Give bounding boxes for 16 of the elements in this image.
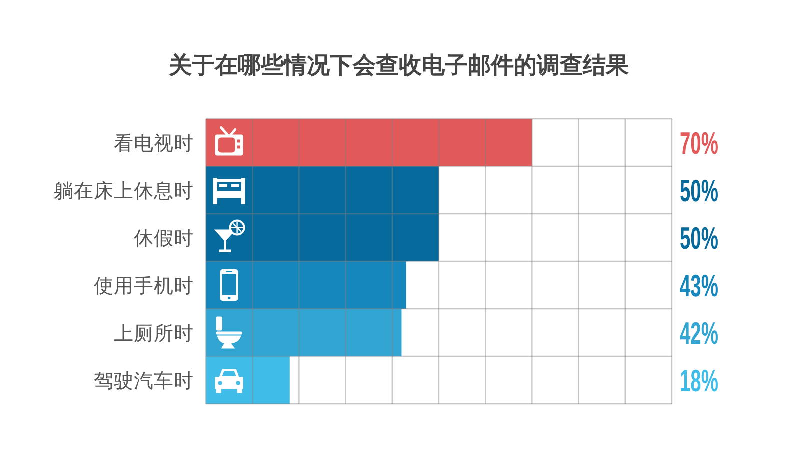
data-label: 50% bbox=[680, 222, 719, 256]
y-tick-label: 上厕所时 bbox=[114, 322, 194, 345]
chart-title: 关于在哪些情况下会查收电子邮件的调查结果 bbox=[168, 53, 629, 79]
y-tick-label: 看电视时 bbox=[114, 132, 194, 155]
data-label: 70% bbox=[680, 127, 719, 161]
y-tick-label: 驾驶汽车时 bbox=[94, 369, 194, 392]
y-tick-label: 休假时 bbox=[134, 226, 194, 250]
bar bbox=[206, 309, 402, 356]
y-tick-label: 躺在床上休息时 bbox=[54, 179, 194, 202]
bar bbox=[206, 119, 532, 166]
data-label: 43% bbox=[680, 270, 719, 304]
y-tick-label: 使用手机时 bbox=[94, 274, 194, 298]
data-label: 18% bbox=[680, 364, 719, 398]
data-label: 42% bbox=[680, 317, 719, 351]
data-label: 50% bbox=[680, 174, 719, 208]
bar bbox=[206, 262, 406, 309]
